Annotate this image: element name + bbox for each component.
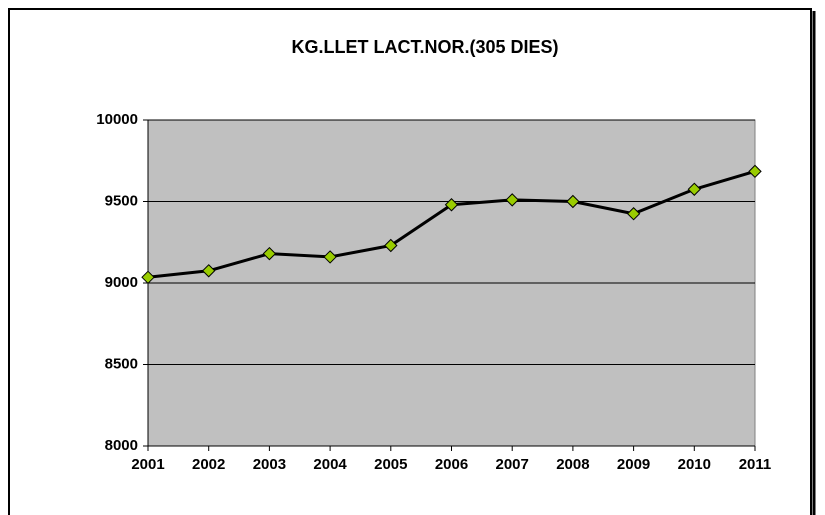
data-point xyxy=(444,198,459,212)
data-point xyxy=(141,270,155,285)
x-tick-label: 2004 xyxy=(313,456,347,473)
data-point xyxy=(201,264,216,278)
x-tick-label: 2010 xyxy=(678,456,711,473)
x-tick-label: 2007 xyxy=(496,456,529,473)
chart-frame xyxy=(8,8,812,515)
y-tick-label: 9500 xyxy=(105,192,138,209)
y-tick-label: 9000 xyxy=(105,274,138,291)
x-tick-label: 2002 xyxy=(192,456,225,473)
data-point xyxy=(748,164,762,179)
y-tick-label: 8500 xyxy=(105,355,138,372)
x-tick-label: 2003 xyxy=(253,456,286,473)
x-tick-label: 2001 xyxy=(131,456,164,473)
data-point xyxy=(626,207,641,221)
data-point xyxy=(566,194,580,209)
data-point xyxy=(505,193,519,207)
y-tick-label: 8000 xyxy=(105,437,138,454)
x-tick-label: 2008 xyxy=(556,456,589,473)
y-tick-label: 10000 xyxy=(96,111,138,128)
x-tick-label: 2006 xyxy=(435,456,468,473)
x-tick-label: 2005 xyxy=(374,456,407,473)
chart-title: KG.LLET LACT.NOR.(305 DIES) xyxy=(291,37,558,57)
data-point xyxy=(384,238,398,253)
data-point xyxy=(262,246,277,261)
data-point xyxy=(323,250,337,264)
x-tick-label: 2009 xyxy=(617,456,650,473)
data-point xyxy=(687,182,702,196)
x-tick-label: 2011 xyxy=(739,456,772,473)
